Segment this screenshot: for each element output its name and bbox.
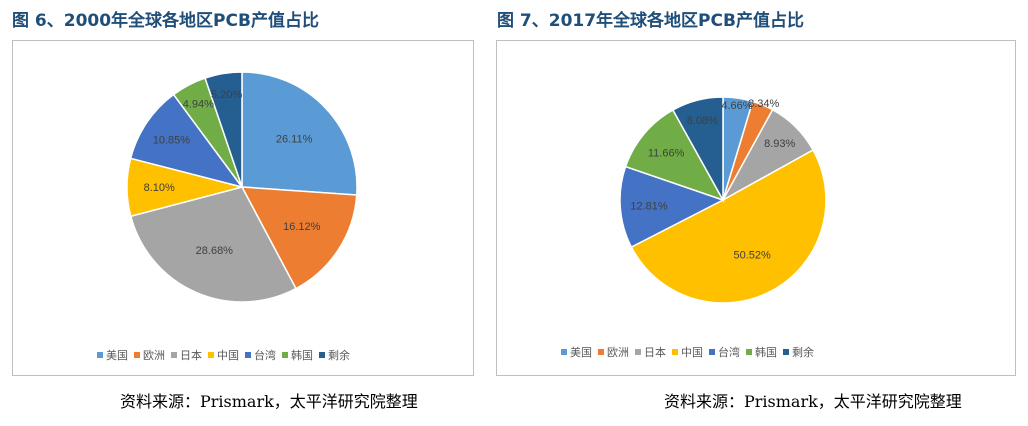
legend-item-2000-taiwan: 台湾 [245,347,276,363]
legend-label: 剩余 [328,349,350,362]
legend-swatch [208,352,214,358]
legend-label: 台湾 [718,346,740,359]
data-label-2017-us: 4.66% [721,100,752,112]
slice-2000-taiwan [129,93,244,189]
legend-item-2017-korea: 韩国 [746,344,777,360]
legend-swatch [171,352,177,358]
legend-item-2017-china: 中国 [672,344,703,360]
legend-label: 中国 [681,346,703,359]
data-label-2017-rest: 8.08% [687,115,718,127]
pie-chart-2000-panel: 26.11% 16.12% 28.68% 8.10% 10.85% 4.94% 5.20% … [12,40,474,376]
data-label-2000-europe: 16.12% [283,221,321,233]
legend-swatch [561,349,567,355]
legend-item-2000-japan: 日本 [171,347,202,363]
legend-swatch [245,352,251,358]
legend-label: 日本 [180,349,202,362]
legend-item-2017-us: 美国 [561,344,592,360]
legend-swatch [783,349,789,355]
legend-item-2017-europe: 欧洲 [598,344,629,360]
legend-item-2000-china: 中国 [208,347,239,363]
legend-label: 韩国 [291,349,313,362]
data-label-2000-taiwan: 10.85% [153,134,191,146]
slice-2017-taiwan [619,165,725,249]
legend-2000: 美国 欧洲 日本 中国 台湾 韩国 剩余 [97,347,356,363]
legend-item-2000-korea: 韩国 [282,347,313,363]
slice-2017-rest [671,96,724,203]
legend-swatch [319,352,325,358]
data-label-2017-china: 50.52% [733,250,771,262]
legend-swatch [709,349,715,355]
data-label-2000-japan: 28.68% [196,245,234,257]
legend-swatch [672,349,678,355]
legend-item-2017-japan: 日本 [635,344,666,360]
legend-label: 中国 [217,349,239,362]
legend-swatch [282,352,288,358]
data-label-2017-europe: 3.34% [748,98,779,110]
slice-2000-rest [204,71,243,188]
slice-2000-japan [129,186,297,303]
slice-2017-china [630,148,827,304]
legend-2017: 美国 欧洲 日本 中国 台湾 韩国 剩余 [561,344,820,360]
slice-2000-us [241,71,358,196]
legend-item-2017-rest: 剩余 [783,344,814,360]
data-label-2000-rest: 5.20% [211,89,242,101]
data-label-2017-japan: 8.93% [764,138,795,150]
legend-item-2000-europe: 欧洲 [134,347,165,363]
pie-chart-2017-panel: 4.66% 3.34% 8.93% 50.52% 12.81% 11.66% 8.08% 美… [496,40,1016,376]
legend-item-2017-taiwan: 台湾 [709,344,740,360]
figure-7-source: 资料来源：Prismark，太平洋研究院整理 [664,392,962,411]
data-label-2017-korea: 11.66% [648,147,685,159]
legend-label: 台湾 [254,349,276,362]
slice-2017-korea [624,108,725,202]
pie-chart-2000: 26.11% 16.12% 28.68% 8.10% 10.85% 4.94%5.20% [126,71,358,303]
legend-label: 日本 [644,346,666,359]
figure-7-title: 图 7、2017年全球各地区PCB产值占比 [497,11,804,31]
legend-swatch [635,349,641,355]
data-label-2017-taiwan: 12.81% [630,200,668,212]
legend-item-2000-rest: 剩余 [319,347,350,363]
legend-label: 欧洲 [143,349,165,362]
legend-label: 美国 [106,349,128,362]
legend-label: 韩国 [755,346,777,359]
legend-label: 美国 [570,346,592,359]
legend-item-2000-us: 美国 [97,347,128,363]
legend-swatch [97,352,103,358]
pie-chart-2017: 4.66%3.34% 8.93% 50.52% 12.81% 11.66% 8.08% [619,96,827,304]
legend-label: 剩余 [792,346,814,359]
legend-swatch [746,349,752,355]
legend-swatch [598,349,604,355]
data-label-2000-us: 26.11% [276,133,313,145]
figure-6-source: 资料来源：Prismark，太平洋研究院整理 [120,392,418,411]
figure-6-title: 图 6、2000年全球各地区PCB产值占比 [12,11,319,31]
data-label-2000-korea: 4.94% [183,98,214,110]
legend-label: 欧洲 [607,346,629,359]
legend-swatch [134,352,140,358]
slice-2000-europe [240,186,358,290]
data-label-2000-china: 8.10% [144,182,175,194]
